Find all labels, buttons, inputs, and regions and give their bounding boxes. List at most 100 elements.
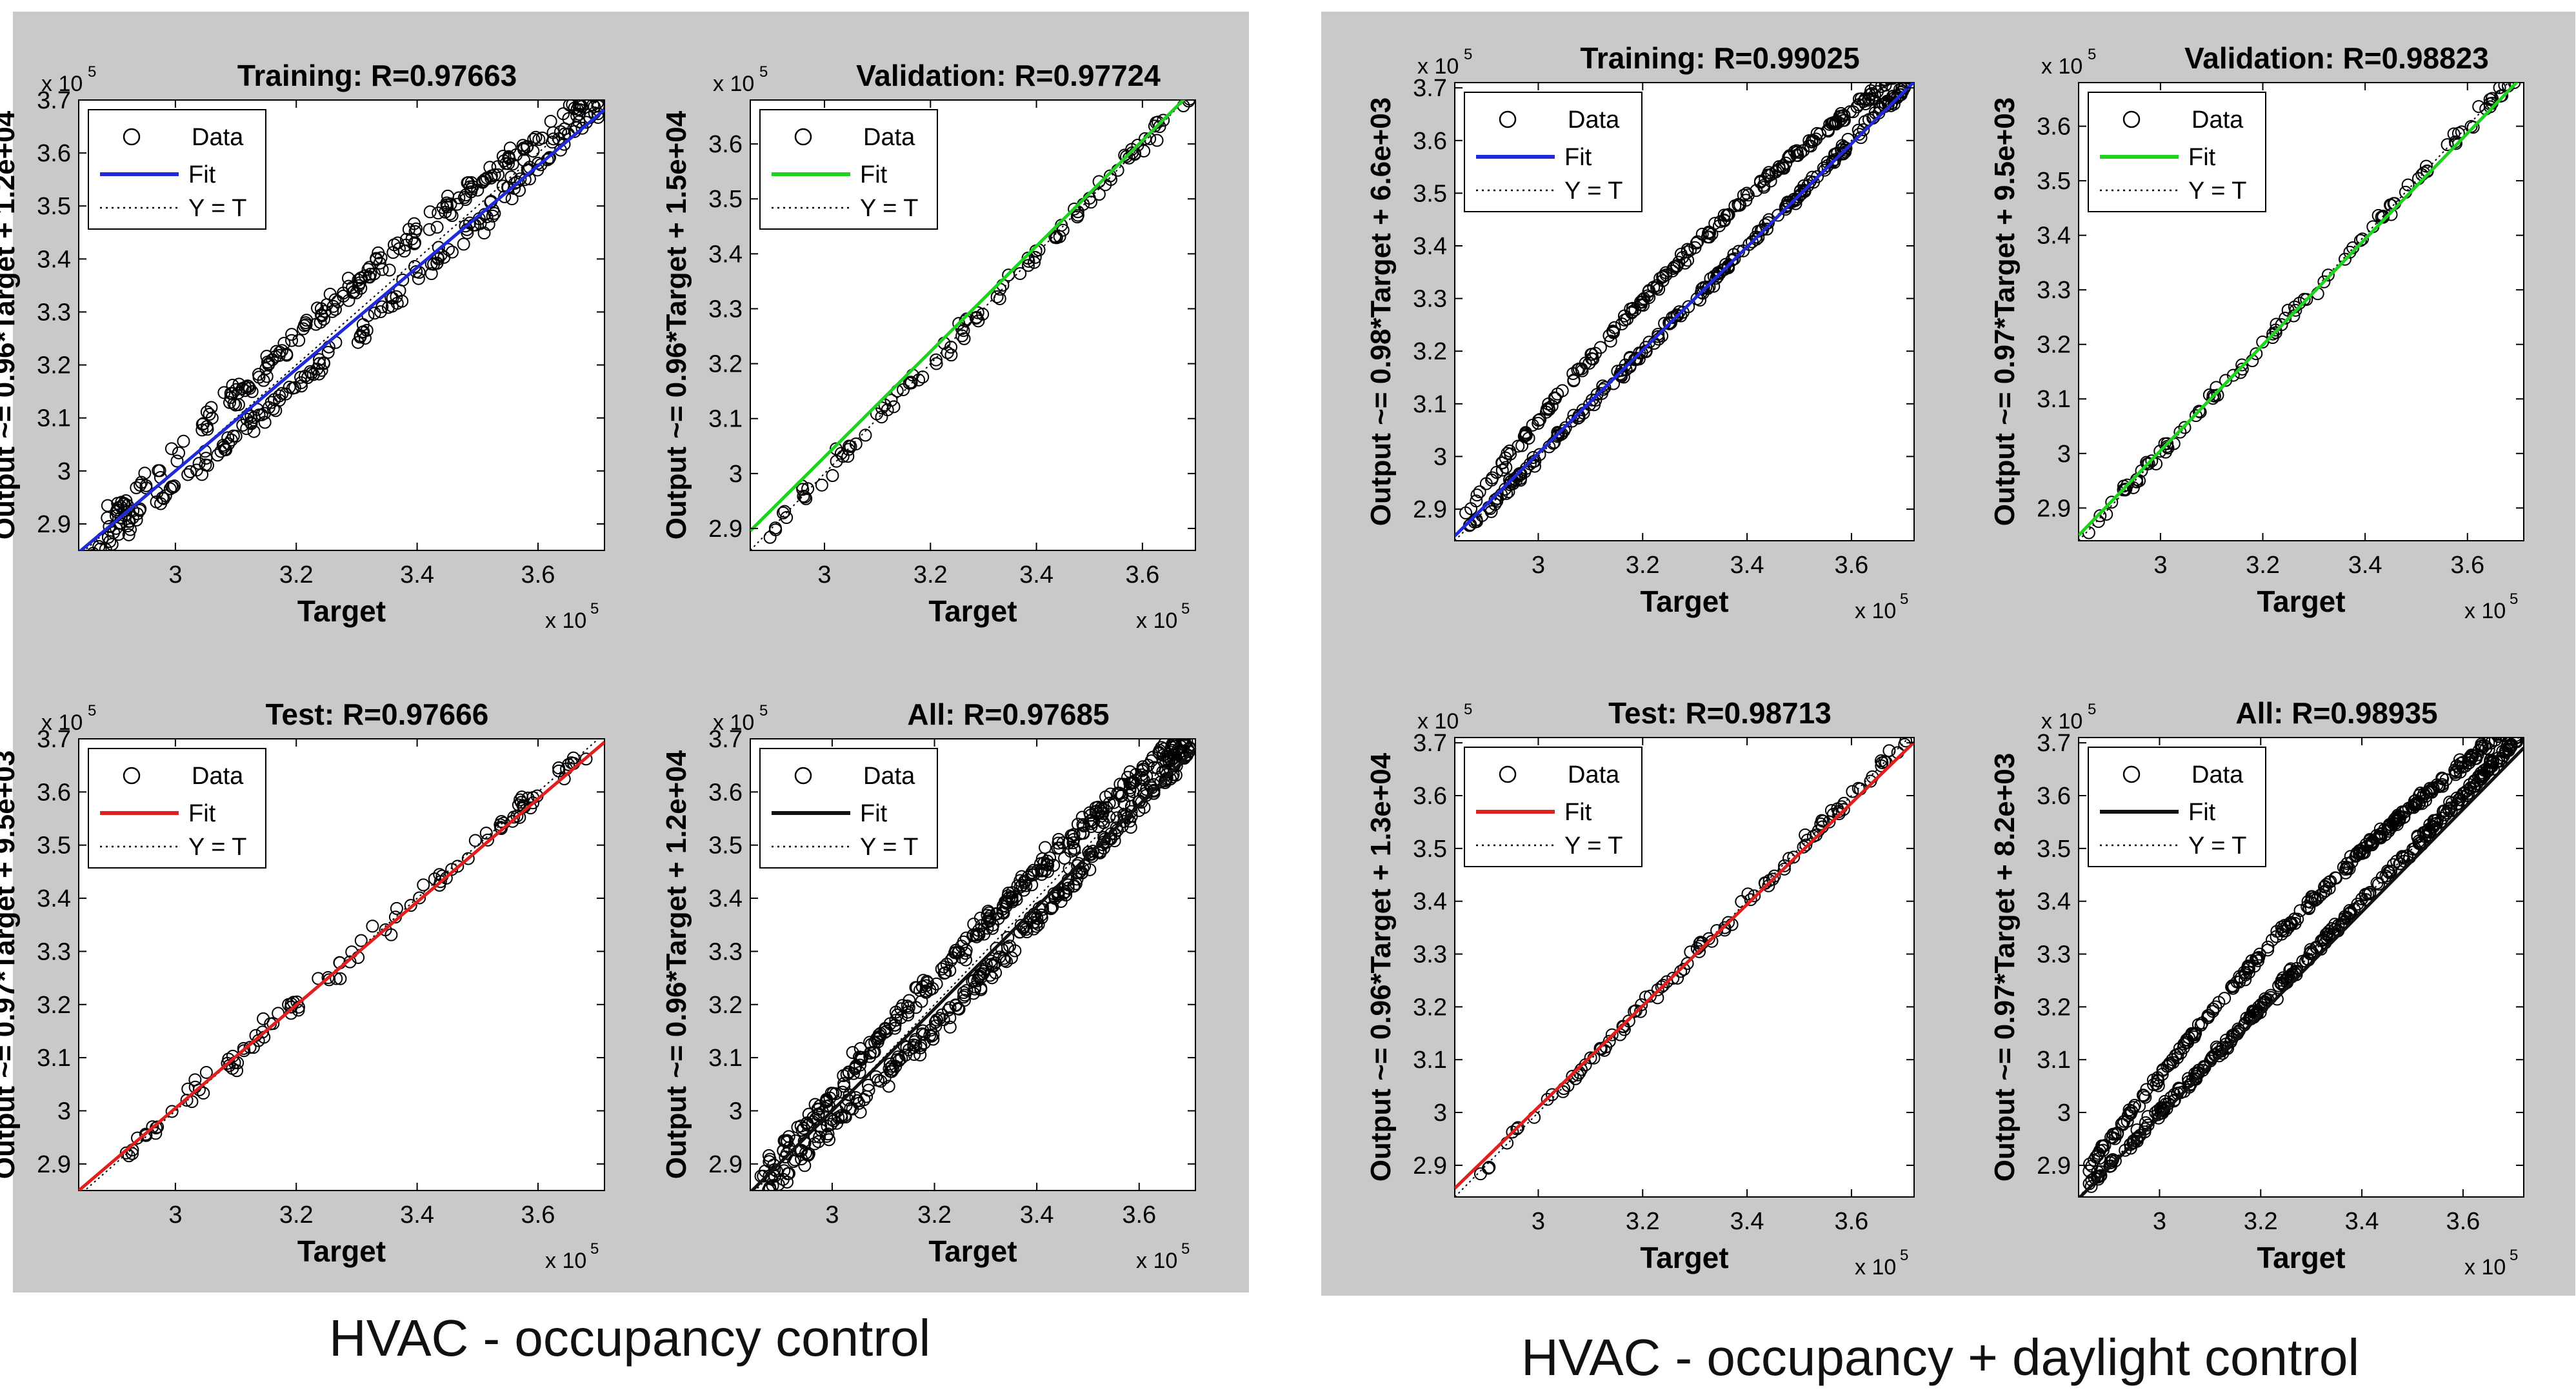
- data-point: [798, 490, 812, 504]
- data-point: [506, 157, 519, 171]
- data-point: [2492, 754, 2506, 768]
- data-point: [2498, 83, 2511, 92]
- data-point: [2137, 1089, 2151, 1103]
- x-scale-exponent: 5: [590, 600, 599, 618]
- data-point: [2193, 405, 2207, 419]
- x-tick-label: 3.2: [914, 561, 948, 588]
- data-point: [2325, 922, 2339, 936]
- data-point: [1695, 227, 1709, 241]
- data-point: [195, 417, 209, 431]
- y-tick-label: 3.5: [2037, 168, 2071, 195]
- data-point: [1555, 384, 1569, 397]
- data-point: [1892, 65, 1904, 76]
- data-point: [2171, 1051, 2184, 1065]
- data-point: [554, 125, 568, 139]
- y-tick-label: 3: [57, 1098, 71, 1125]
- data-point: [1805, 136, 1819, 149]
- y-tick-label: 3: [2057, 441, 2071, 468]
- y-tick-label: 2.9: [1413, 1152, 1447, 1180]
- x-scale-label: x 10: [545, 1249, 586, 1273]
- data-point: [1056, 223, 1070, 237]
- data-point: [430, 256, 444, 270]
- data-point: [152, 464, 165, 477]
- x-axis-label: Target: [928, 1234, 1017, 1268]
- data-point: [787, 1154, 801, 1168]
- data-point: [830, 454, 843, 468]
- data-point: [1018, 874, 1032, 888]
- data-point: [205, 401, 218, 414]
- fit-line: [1455, 83, 1914, 538]
- data-point: [2343, 906, 2357, 920]
- data-point: [857, 1093, 871, 1107]
- data-point: [780, 1147, 794, 1160]
- data-point: [892, 1050, 905, 1063]
- plot-content: [79, 739, 604, 1191]
- data-point: [1901, 58, 1912, 70]
- y-tick-label: 3.6: [1413, 128, 1447, 155]
- y-tick-label: 3.1: [37, 1045, 71, 1072]
- data-point: [2266, 327, 2280, 341]
- data-point: [1633, 346, 1646, 359]
- data-point: [2499, 724, 2511, 736]
- data-point: [343, 955, 357, 969]
- x-tick-label: 3.6: [2450, 552, 2484, 579]
- data-point: [452, 191, 466, 205]
- data-point: [300, 314, 314, 327]
- x-axis-label: Target: [1640, 585, 1728, 618]
- chart-title: Test: R=0.97666: [266, 698, 489, 731]
- x-tick-label: 3.2: [1626, 1208, 1660, 1235]
- data-point: [839, 1111, 852, 1124]
- data-point: [971, 306, 984, 319]
- data-point: [2395, 850, 2409, 863]
- legend-data-marker: [2122, 765, 2141, 783]
- data-point: [2433, 815, 2447, 829]
- x-tick-label: 3: [168, 561, 182, 588]
- data-point: [801, 482, 815, 496]
- y-axis-label: Output ~= 0.96*Target + 1.3e+04: [1365, 752, 1397, 1181]
- data-point: [496, 179, 510, 193]
- data-point: [1043, 851, 1057, 865]
- data-point: [2363, 885, 2377, 899]
- data-point: [1735, 895, 1748, 909]
- data-point: [2093, 509, 2107, 523]
- data-point: [1693, 945, 1706, 958]
- data-point: [434, 875, 447, 889]
- data-point: [299, 318, 313, 332]
- data-point: [294, 376, 308, 390]
- data-point: [1744, 893, 1757, 907]
- data-point: [1159, 749, 1173, 763]
- data-point: [1153, 747, 1166, 760]
- data-point: [211, 448, 225, 462]
- data-point: [2174, 1086, 2188, 1100]
- data-point: [2375, 870, 2389, 884]
- data-point: [1826, 154, 1840, 168]
- data-point: [92, 539, 106, 550]
- data-point: [1606, 325, 1619, 338]
- data-point: [2322, 881, 2336, 895]
- data-point: [181, 468, 195, 481]
- data-point: [177, 434, 190, 448]
- data-point: [1728, 252, 1741, 266]
- data-point: [1551, 426, 1564, 439]
- y-scale-exponent: 5: [1464, 701, 1472, 718]
- data-point: [2226, 368, 2240, 382]
- data-point: [2111, 1126, 2124, 1140]
- data-point: [584, 88, 595, 99]
- caption-occupancy-control: HVAC - occupancy control: [329, 1309, 931, 1367]
- data-point: [1615, 363, 1628, 377]
- data-point: [1539, 405, 1553, 419]
- data-point: [2250, 347, 2263, 361]
- data-point: [471, 183, 484, 197]
- data-point: [486, 209, 499, 223]
- data-point: [808, 1137, 821, 1151]
- data-point: [915, 1027, 929, 1041]
- x-scale-label: x 10: [1136, 608, 1177, 633]
- data-point: [2132, 1131, 2145, 1144]
- chart-title: Training: R=0.97663: [237, 59, 517, 92]
- data-point: [835, 1085, 849, 1099]
- y-tick-label: 3.6: [708, 779, 743, 806]
- data-point: [2474, 766, 2488, 779]
- data-point: [1541, 1092, 1554, 1106]
- data-point: [439, 205, 452, 219]
- data-point: [2393, 811, 2407, 825]
